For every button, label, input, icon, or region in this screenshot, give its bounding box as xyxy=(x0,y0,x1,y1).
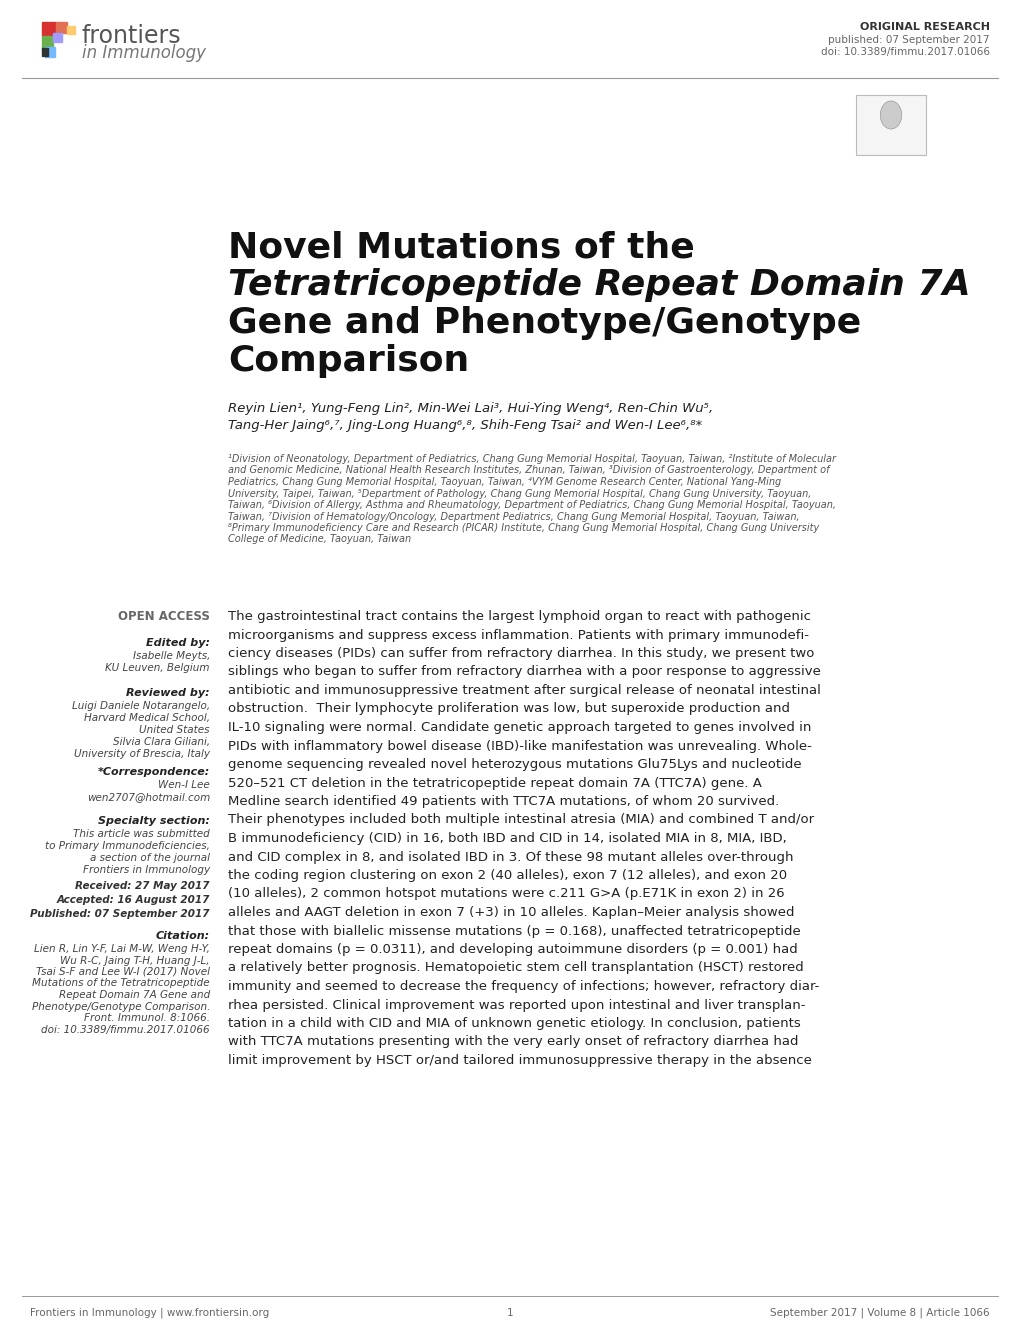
Text: Received: 27 May 2017: Received: 27 May 2017 xyxy=(75,881,210,890)
Bar xyxy=(67,25,75,33)
Text: University of Brescia, Italy: University of Brescia, Italy xyxy=(74,749,210,760)
Text: antibiotic and immunosuppressive treatment after surgical release of neonatal in: antibiotic and immunosuppressive treatme… xyxy=(228,684,820,697)
Text: Isabelle Meyts,: Isabelle Meyts, xyxy=(132,651,210,661)
Text: frontiers: frontiers xyxy=(82,24,181,48)
Bar xyxy=(56,21,67,33)
Text: rhea persisted. Clinical improvement was reported upon intestinal and liver tran: rhea persisted. Clinical improvement was… xyxy=(228,999,805,1012)
Text: Tetratricopeptide Repeat Domain 7A: Tetratricopeptide Repeat Domain 7A xyxy=(228,268,970,302)
Text: Specialty section:: Specialty section: xyxy=(98,816,210,826)
Text: University, Taipei, Taiwan, ⁵Department of Pathology, Chang Gung Memorial Hospit: University, Taipei, Taiwan, ⁵Department … xyxy=(228,489,810,498)
Text: 520–521 CT deletion in the tetratricopeptide repeat domain 7A (TTC7A) gene. A: 520–521 CT deletion in the tetratricopep… xyxy=(228,777,761,789)
Text: Citation:: Citation: xyxy=(156,930,210,941)
Text: Gene and Phenotype/Genotype: Gene and Phenotype/Genotype xyxy=(228,306,860,340)
Text: and Genomic Medicine, National Health Research Institutes, Zhunan, Taiwan, ³Divi: and Genomic Medicine, National Health Re… xyxy=(228,466,828,475)
Text: genome sequencing revealed novel heterozygous mutations Glu75Lys and nucleotide: genome sequencing revealed novel heteroz… xyxy=(228,758,801,772)
Text: IL-10 signaling were normal. Candidate genetic approach targeted to genes involv: IL-10 signaling were normal. Candidate g… xyxy=(228,721,810,734)
Text: alleles and AAGT deletion in exon 7 (+3) in 10 alleles. Kaplan–Meier analysis sh: alleles and AAGT deletion in exon 7 (+3)… xyxy=(228,906,794,918)
Text: Novel Mutations of the: Novel Mutations of the xyxy=(228,230,694,264)
FancyBboxPatch shape xyxy=(855,95,925,155)
Text: obstruction.  Their lymphocyte proliferation was low, but superoxide production : obstruction. Their lymphocyte proliferat… xyxy=(228,702,790,716)
Text: This article was submitted: This article was submitted xyxy=(73,829,210,838)
Text: The gastrointestinal tract contains the largest lymphoid organ to react with pat: The gastrointestinal tract contains the … xyxy=(228,610,810,623)
Text: September 2017 | Volume 8 | Article 1066: September 2017 | Volume 8 | Article 1066 xyxy=(769,1308,989,1319)
Text: Harvard Medical School,: Harvard Medical School, xyxy=(84,713,210,724)
Text: ORIGINAL RESEARCH: ORIGINAL RESEARCH xyxy=(859,21,989,32)
Bar xyxy=(42,48,48,56)
Text: repeat domains (p = 0.0311), and developing autoimmune disorders (p = 0.001) had: repeat domains (p = 0.0311), and develop… xyxy=(228,943,797,956)
Text: ciency diseases (PIDs) can suffer from refractory diarrhea. In this study, we pr: ciency diseases (PIDs) can suffer from r… xyxy=(228,647,813,659)
Text: Tsai S-F and Lee W-I (2017) Novel: Tsai S-F and Lee W-I (2017) Novel xyxy=(36,967,210,977)
Text: B immunodeficiency (CID) in 16, both IBD and CID in 14, isolated MIA in 8, MIA, : B immunodeficiency (CID) in 16, both IBD… xyxy=(228,832,786,845)
Text: College of Medicine, Taoyuan, Taiwan: College of Medicine, Taoyuan, Taiwan xyxy=(228,534,411,545)
Text: updates: updates xyxy=(874,142,906,150)
Text: tation in a child with CID and MIA of unknown genetic etiology. In conclusion, p: tation in a child with CID and MIA of un… xyxy=(228,1017,800,1031)
Text: United States: United States xyxy=(140,725,210,736)
Text: Reyin Lien¹, Yung-Feng Lin², Min-Wei Lai³, Hui-Ying Weng⁴, Ren-Chin Wu⁵,: Reyin Lien¹, Yung-Feng Lin², Min-Wei Lai… xyxy=(228,402,712,415)
Text: Accepted: 16 August 2017: Accepted: 16 August 2017 xyxy=(57,894,210,905)
Text: Published: 07 September 2017: Published: 07 September 2017 xyxy=(31,909,210,918)
Text: Medline search identified 49 patients with TTC7A mutations, of whom 20 survived.: Medline search identified 49 patients wi… xyxy=(228,796,779,808)
Text: immunity and seemed to decrease the frequency of infections; however, refractory: immunity and seemed to decrease the freq… xyxy=(228,980,818,993)
Text: Taiwan, ⁷Division of Hematology/Oncology, Department Pediatrics, Chang Gung Memo: Taiwan, ⁷Division of Hematology/Oncology… xyxy=(228,511,799,522)
Text: Frontiers in Immunology: Frontiers in Immunology xyxy=(83,865,210,874)
Text: Check for: Check for xyxy=(872,132,908,142)
Text: doi: 10.3389/fimmu.2017.01066: doi: 10.3389/fimmu.2017.01066 xyxy=(42,1024,210,1035)
Text: limit improvement by HSCT or/and tailored immunosuppressive therapy in the absen: limit improvement by HSCT or/and tailore… xyxy=(228,1055,811,1067)
Text: wen2707@hotmail.com: wen2707@hotmail.com xyxy=(87,792,210,802)
Text: a section of the journal: a section of the journal xyxy=(90,853,210,862)
Text: to Primary Immunodeficiencies,: to Primary Immunodeficiencies, xyxy=(45,841,210,850)
Text: Mutations of the Tetratricopeptide: Mutations of the Tetratricopeptide xyxy=(33,979,210,988)
Bar xyxy=(53,33,62,41)
Text: Taiwan, ⁶Division of Allergy, Asthma and Rheumatology, Department of Pediatrics,: Taiwan, ⁶Division of Allergy, Asthma and… xyxy=(228,501,836,510)
Text: Luigi Daniele Notarangelo,: Luigi Daniele Notarangelo, xyxy=(71,701,210,712)
Text: Front. Immunol. 8:1066.: Front. Immunol. 8:1066. xyxy=(84,1013,210,1023)
Text: published: 07 September 2017: published: 07 September 2017 xyxy=(827,35,989,45)
Text: in Immunology: in Immunology xyxy=(82,44,206,61)
Text: Frontiers in Immunology | www.frontiersin.org: Frontiers in Immunology | www.frontiersi… xyxy=(30,1308,269,1319)
Text: ¹Division of Neonatology, Department of Pediatrics, Chang Gung Memorial Hospital: ¹Division of Neonatology, Department of … xyxy=(228,454,836,465)
Text: Wen-I Lee: Wen-I Lee xyxy=(158,780,210,790)
Text: microorganisms and suppress excess inflammation. Patients with primary immunodef: microorganisms and suppress excess infla… xyxy=(228,629,808,642)
Text: Silvia Clara Giliani,: Silvia Clara Giliani, xyxy=(113,737,210,748)
Text: Wu R-C, Jaing T-H, Huang J-L,: Wu R-C, Jaing T-H, Huang J-L, xyxy=(60,956,210,965)
Text: Lien R, Lin Y-F, Lai M-W, Weng H-Y,: Lien R, Lin Y-F, Lai M-W, Weng H-Y, xyxy=(34,944,210,955)
Text: Edited by:: Edited by: xyxy=(146,638,210,647)
Text: a relatively better prognosis. Hematopoietic stem cell transplantation (HSCT) re: a relatively better prognosis. Hematopoi… xyxy=(228,961,803,975)
Text: with TTC7A mutations presenting with the very early onset of refractory diarrhea: with TTC7A mutations presenting with the… xyxy=(228,1036,798,1048)
Text: that those with biallelic missense mutations (p = 0.168), unaffected tetratricop: that those with biallelic missense mutat… xyxy=(228,925,800,937)
Text: ⁸Primary Immunodeficiency Care and Research (PICAR) Institute, Chang Gung Memori: ⁸Primary Immunodeficiency Care and Resea… xyxy=(228,523,818,533)
Bar xyxy=(45,47,55,57)
Text: KU Leuven, Belgium: KU Leuven, Belgium xyxy=(105,663,210,673)
Text: and CID complex in 8, and isolated IBD in 3. Of these 98 mutant alleles over-thr: and CID complex in 8, and isolated IBD i… xyxy=(228,850,793,864)
Text: siblings who began to suffer from refractory diarrhea with a poor response to ag: siblings who began to suffer from refrac… xyxy=(228,666,820,678)
Text: Phenotype/Genotype Comparison.: Phenotype/Genotype Comparison. xyxy=(32,1001,210,1012)
Circle shape xyxy=(879,101,901,129)
Text: 1: 1 xyxy=(506,1308,513,1318)
Text: OPEN ACCESS: OPEN ACCESS xyxy=(118,610,210,623)
Text: doi: 10.3389/fimmu.2017.01066: doi: 10.3389/fimmu.2017.01066 xyxy=(820,47,989,57)
Text: Pediatrics, Chang Gung Memorial Hospital, Taoyuan, Taiwan, ⁴VYM Genome Research : Pediatrics, Chang Gung Memorial Hospital… xyxy=(228,477,781,487)
Text: (10 alleles), 2 common hotspot mutations were c.211 G>A (p.E71K in exon 2) in 26: (10 alleles), 2 common hotspot mutations… xyxy=(228,888,784,901)
Text: Repeat Domain 7A Gene and: Repeat Domain 7A Gene and xyxy=(59,991,210,1000)
Bar xyxy=(42,36,53,49)
Text: PIDs with inflammatory bowel disease (IBD)-like manifestation was unrevealing. W: PIDs with inflammatory bowel disease (IB… xyxy=(228,740,811,753)
Text: Comparison: Comparison xyxy=(228,344,469,378)
Text: *Correspondence:: *Correspondence: xyxy=(98,768,210,777)
Text: Tang-Her Jaing⁶,⁷, Jing-Long Huang⁶,⁸, Shih-Feng Tsai² and Wen-I Lee⁶,⁸*: Tang-Her Jaing⁶,⁷, Jing-Long Huang⁶,⁸, S… xyxy=(228,419,701,433)
Text: Reviewed by:: Reviewed by: xyxy=(126,688,210,698)
Text: Their phenotypes included both multiple intestinal atresia (MIA) and combined T : Their phenotypes included both multiple … xyxy=(228,813,813,826)
Text: the coding region clustering on exon 2 (40 alleles), exon 7 (12 alleles), and ex: the coding region clustering on exon 2 (… xyxy=(228,869,787,882)
Bar xyxy=(42,21,56,36)
